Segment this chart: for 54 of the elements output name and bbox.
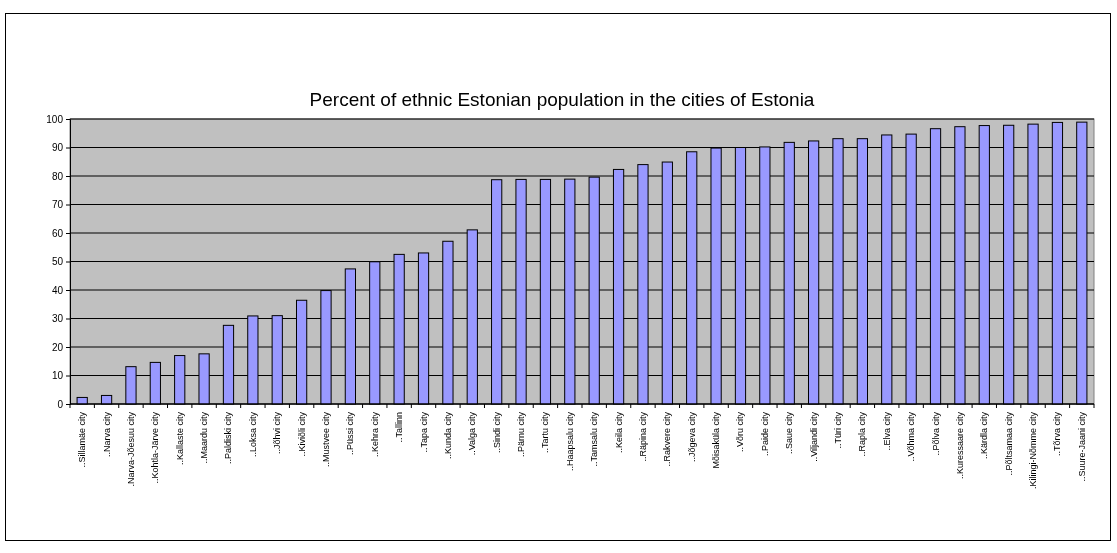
x-tick-label: ..Rakvere city xyxy=(662,411,673,467)
x-tick-label: ..Valga city xyxy=(467,411,478,456)
chart-title: Percent of ethnic Estonian population in the cities of Estonia xyxy=(309,89,815,110)
x-tick-label: ..Kunda city xyxy=(442,411,453,460)
y-tick-label: 10 xyxy=(51,370,64,382)
y-tick-label: 70 xyxy=(51,199,64,211)
x-tick-label: .Kilingi-Nõmme city xyxy=(1028,411,1039,490)
x-tick-label: ..Mustvee city xyxy=(321,411,331,468)
x-tick-label: ..Võhma city xyxy=(906,411,917,462)
x-tick-label: ..Tõrva city xyxy=(1052,411,1063,457)
y-tick-label: 40 xyxy=(51,284,64,296)
x-tick-label: ..Viljandi city xyxy=(808,411,819,462)
x-tick-label: ..Saue city xyxy=(784,411,795,455)
x-tick-label: ..Rapla city xyxy=(857,411,868,457)
x-tick-label: ..Põltsamaa city xyxy=(1003,411,1014,476)
x-tick-label: ..Maardu city xyxy=(199,411,210,464)
x-tick-label: ..Paldiski city xyxy=(223,411,234,465)
x-tick-label: ..Põlva city xyxy=(930,411,941,456)
x-tick-label: ..Võru city xyxy=(735,411,746,453)
x-tick-label: ..Kärdla city xyxy=(979,411,990,460)
x-tick-label: ..Tallinn xyxy=(394,412,405,443)
x-tick-label: ..Haapsalu city xyxy=(564,411,575,472)
y-tick-label: 50 xyxy=(51,256,64,268)
y-tick-label: 90 xyxy=(51,142,64,154)
y-tick-label: 30 xyxy=(51,313,64,325)
y-tick-label: 20 xyxy=(51,341,64,353)
x-tick-label: ..Suure-Jaani city xyxy=(1076,411,1087,482)
x-tick-label: ..Loksa city xyxy=(247,411,258,458)
x-tick-label: ..Räpina city xyxy=(637,411,648,462)
x-tick-label: ..Tapa city xyxy=(418,411,429,453)
x-tick-label: ..Sindi city xyxy=(491,411,502,454)
x-tick-label: ..Tartu city xyxy=(540,411,551,454)
x-tick-label: ..Kuressaare city xyxy=(954,411,965,480)
x-tick-label: ..Kehra city xyxy=(369,411,380,458)
x-tick-label: ..Sillamäe city xyxy=(77,411,88,468)
x-tick-label: ..Jõhvi city xyxy=(272,411,283,455)
y-tick-label: 60 xyxy=(51,227,64,239)
x-tick-label: Mõisaküla city xyxy=(711,411,722,469)
x-tick-label: .Narva-Jõesuu city xyxy=(125,411,136,487)
x-tick-label: ..Kiviõli city xyxy=(296,411,307,457)
x-tick-label: ..Tamsalu city xyxy=(589,411,600,467)
x-tick-label: ..Paide city xyxy=(759,411,770,457)
y-tick-label: 80 xyxy=(51,170,64,182)
x-tick-label: ..Kohtla-Järve city xyxy=(150,411,161,484)
x-tick-label: ..Püssi city xyxy=(345,411,356,456)
x-tick-label: ..Keila city xyxy=(613,411,624,454)
x-tick-label: ..Kallaste city xyxy=(174,411,185,466)
y-tick-label: 100 xyxy=(46,113,64,125)
x-tick-label: ..Pärnu city xyxy=(516,411,527,458)
x-tick-label: ..Narva city xyxy=(101,411,112,458)
x-tick-label: ..Türi city xyxy=(833,411,843,449)
x-tick-label: ..Jõgeva city xyxy=(686,411,697,463)
x-tick-label: ..Elva city xyxy=(881,411,892,451)
y-tick-label: 0 xyxy=(57,398,64,410)
